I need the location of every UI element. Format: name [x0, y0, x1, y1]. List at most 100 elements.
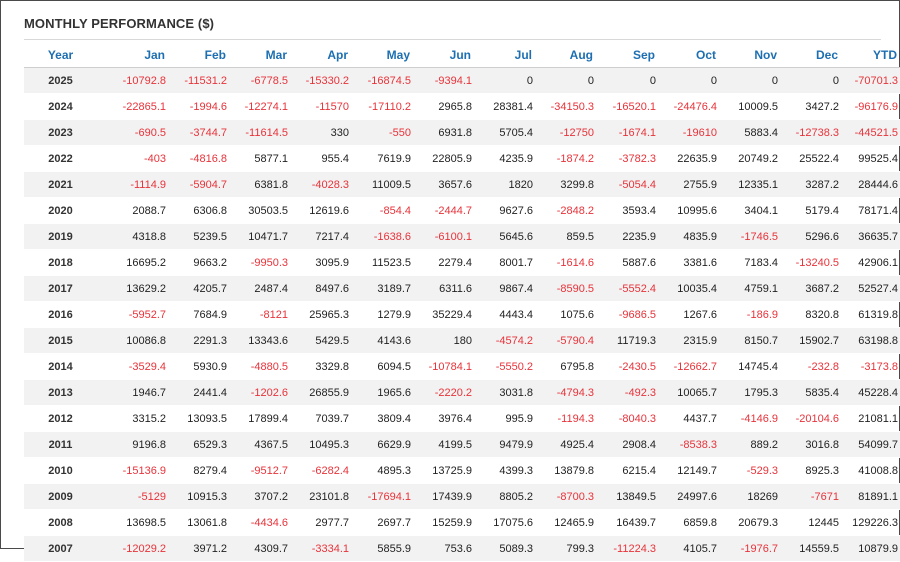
month-value-cell: 9663.2: [169, 249, 230, 276]
month-value-cell: 10915.3: [169, 483, 230, 510]
month-value-cell: 889.2: [720, 431, 781, 458]
month-value-cell: 7183.4: [720, 249, 781, 276]
month-value-cell: 22635.9: [659, 145, 720, 172]
month-value-cell: 12619.6: [291, 197, 352, 224]
month-value-cell: 6215.4: [597, 457, 659, 484]
month-value-cell: 28381.4: [475, 93, 536, 120]
month-value-cell: 23101.8: [291, 483, 352, 510]
month-value-cell: 3404.1: [720, 197, 781, 224]
ytd-cell: 28444.6: [842, 171, 900, 198]
month-value-cell: -2430.5: [597, 353, 659, 380]
month-value-cell: 4205.7: [169, 275, 230, 302]
month-value-cell: -16520.1: [597, 93, 659, 120]
month-value-cell: 12445: [781, 509, 842, 536]
month-value-cell: 0: [597, 67, 659, 94]
column-header-may: May: [352, 42, 414, 68]
month-value-cell: 7684.9: [169, 301, 230, 328]
month-value-cell: -5790.4: [536, 327, 597, 354]
month-value-cell: 13343.6: [230, 327, 291, 354]
month-value-cell: 5705.4: [475, 119, 536, 146]
month-value-cell: -186.9: [720, 301, 781, 328]
month-value-cell: 2441.4: [169, 379, 230, 406]
table-row: 2021 -1114.9 -5904.7 6381.8 -4028.3 11009.5 36…: [24, 171, 900, 198]
table-row: 2022 -403 -4816.8 5877.1 955.4 7619.9 22805.9 4…: [24, 145, 900, 172]
column-header-dec: Dec: [781, 42, 842, 68]
month-value-cell: 3095.9: [291, 249, 352, 276]
month-value-cell: 3427.2: [781, 93, 842, 120]
month-value-cell: 20749.2: [720, 145, 781, 172]
month-value-cell: 5296.6: [781, 223, 842, 250]
month-value-cell: -22865.1: [97, 93, 169, 120]
ytd-cell: 42906.1: [842, 249, 900, 276]
table-row: 2017 13629.2 4205.7 2487.4 8497.6 3189.7 6311.…: [24, 275, 900, 302]
month-value-cell: -5552.4: [597, 275, 659, 302]
month-value-cell: 8279.4: [169, 457, 230, 484]
month-value-cell: -403: [97, 145, 169, 172]
month-value-cell: -6778.5: [230, 67, 291, 94]
month-value-cell: -16874.5: [352, 67, 414, 94]
month-value-cell: 1965.6: [352, 379, 414, 406]
month-value-cell: -15330.2: [291, 67, 352, 94]
month-value-cell: -4880.5: [230, 353, 291, 380]
month-value-cell: -1614.6: [536, 249, 597, 276]
panel-title: MONTHLY PERFORMANCE ($): [24, 16, 215, 31]
month-value-cell: -2444.7: [414, 197, 475, 224]
month-value-cell: 7039.7: [291, 405, 352, 432]
month-value-cell: 3315.2: [97, 405, 169, 432]
month-value-cell: 14745.4: [720, 353, 781, 380]
column-header-aug: Aug: [536, 42, 597, 68]
month-value-cell: 180: [414, 327, 475, 354]
month-value-cell: -8538.3: [659, 431, 720, 458]
table-row: 2018 16695.2 9663.2 -9950.3 3095.9 11523.5 227…: [24, 249, 900, 276]
month-value-cell: -492.3: [597, 379, 659, 406]
month-value-cell: -3529.4: [97, 353, 169, 380]
month-value-cell: 10009.5: [720, 93, 781, 120]
month-value-cell: -2848.2: [536, 197, 597, 224]
month-value-cell: -6282.4: [291, 457, 352, 484]
month-value-cell: -5054.4: [597, 171, 659, 198]
table-row: 2009 -5129 10915.3 3707.2 23101.8 -17694.1 174…: [24, 483, 900, 510]
month-value-cell: 4437.7: [659, 405, 720, 432]
ytd-cell: 36635.7: [842, 223, 900, 250]
table-row: 2015 10086.8 2291.3 13343.6 5429.5 4143.6 180-…: [24, 327, 900, 354]
column-header-year: Year: [24, 42, 97, 68]
ytd-cell: 41008.8: [842, 457, 900, 484]
month-value-cell: 3707.2: [230, 483, 291, 510]
month-value-cell: -17110.2: [352, 93, 414, 120]
month-value-cell: 11009.5: [352, 171, 414, 198]
month-value-cell: 1075.6: [536, 301, 597, 328]
month-value-cell: 17075.6: [475, 509, 536, 536]
column-header-jul: Jul: [475, 42, 536, 68]
ytd-cell: -96176.9: [842, 93, 900, 120]
month-value-cell: -6100.1: [414, 223, 475, 250]
month-value-cell: -5550.2: [475, 353, 536, 380]
month-value-cell: 16695.2: [97, 249, 169, 276]
month-value-cell: 5883.4: [720, 119, 781, 146]
month-value-cell: -529.3: [720, 457, 781, 484]
month-value-cell: -5904.7: [169, 171, 230, 198]
month-value-cell: 0: [659, 67, 720, 94]
month-value-cell: -11531.2: [169, 67, 230, 94]
table-row: 2012 3315.2 13093.5 17899.4 7039.7 3809.4 3976…: [24, 405, 900, 432]
month-value-cell: -19610: [659, 119, 720, 146]
month-value-cell: 3189.7: [352, 275, 414, 302]
month-value-cell: -12738.3: [781, 119, 842, 146]
column-header-nov: Nov: [720, 42, 781, 68]
table-row: 2011 9196.8 6529.3 4367.5 10495.3 6629.9 4199.…: [24, 431, 900, 458]
year-cell: 2022: [24, 145, 97, 172]
month-value-cell: 9196.8: [97, 431, 169, 458]
ytd-cell: 129226.3: [842, 509, 900, 536]
month-value-cell: 6311.6: [414, 275, 475, 302]
month-value-cell: 4895.3: [352, 457, 414, 484]
month-value-cell: -10784.1: [414, 353, 475, 380]
month-value-cell: 2279.4: [414, 249, 475, 276]
month-value-cell: -5129: [97, 483, 169, 510]
month-value-cell: -550: [352, 119, 414, 146]
column-header-apr: Apr: [291, 42, 352, 68]
month-value-cell: 4367.5: [230, 431, 291, 458]
month-value-cell: 3809.4: [352, 405, 414, 432]
month-value-cell: -11614.5: [230, 119, 291, 146]
year-cell: 2019: [24, 223, 97, 250]
month-value-cell: 13629.2: [97, 275, 169, 302]
month-value-cell: -8590.5: [536, 275, 597, 302]
